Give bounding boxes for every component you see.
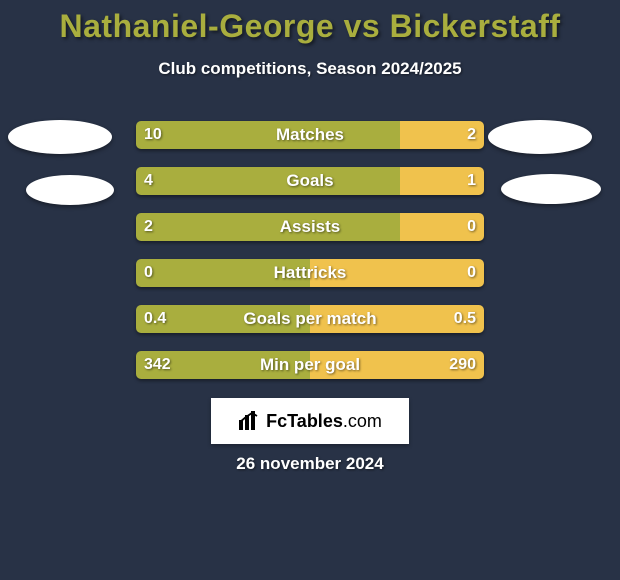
value-right: 290 (449, 356, 476, 374)
stat-bar: 0.4 0.5 Goals per match (136, 305, 484, 333)
bar-left (136, 213, 400, 241)
comparison-infographic: Nathaniel-George vs Bickerstaff Club com… (0, 0, 620, 580)
category-label: Matches (276, 125, 344, 145)
logo-text-thin: .com (343, 411, 382, 431)
page-title: Nathaniel-George vs Bickerstaff (0, 0, 620, 45)
stat-bar: 342 290 Min per goal (136, 351, 484, 379)
value-right: 0 (467, 218, 476, 236)
value-left: 0 (144, 264, 153, 282)
date-label: 26 november 2024 (236, 454, 383, 474)
logo-text: FcTables.com (266, 411, 382, 432)
stat-bar: 4 1 Goals (136, 167, 484, 195)
player-badge (488, 120, 592, 154)
logo-text-bold: FcTables (266, 411, 343, 431)
stat-row: 0 0 Hattricks (0, 251, 620, 297)
stat-bar: 0 0 Hattricks (136, 259, 484, 287)
stat-bar: 10 2 Matches (136, 121, 484, 149)
value-left: 10 (144, 126, 162, 144)
player-badge (501, 174, 601, 204)
bar-left (136, 121, 400, 149)
value-left: 342 (144, 356, 171, 374)
value-right: 0 (467, 264, 476, 282)
value-left: 4 (144, 172, 153, 190)
player-badge (26, 175, 114, 205)
category-label: Assists (280, 217, 340, 237)
player-badge (8, 120, 112, 154)
value-right: 1 (467, 172, 476, 190)
stat-row: 0.4 0.5 Goals per match (0, 297, 620, 343)
stat-rows: 10 2 Matches 4 1 Goals 2 0 Assists 0 0 Hattricks 0.4… (0, 113, 620, 389)
value-left: 2 (144, 218, 153, 236)
subtitle: Club competitions, Season 2024/2025 (0, 59, 620, 79)
stat-row: 342 290 Min per goal (0, 343, 620, 389)
value-right: 0.5 (454, 310, 476, 328)
category-label: Goals per match (243, 309, 376, 329)
chart-icon (238, 411, 260, 431)
stat-row: 2 0 Assists (0, 205, 620, 251)
category-label: Goals (286, 171, 333, 191)
source-logo: FcTables.com (211, 398, 409, 444)
category-label: Hattricks (274, 263, 347, 283)
bar-left (136, 167, 400, 195)
value-right: 2 (467, 126, 476, 144)
stat-bar: 2 0 Assists (136, 213, 484, 241)
value-left: 0.4 (144, 310, 166, 328)
category-label: Min per goal (260, 355, 360, 375)
